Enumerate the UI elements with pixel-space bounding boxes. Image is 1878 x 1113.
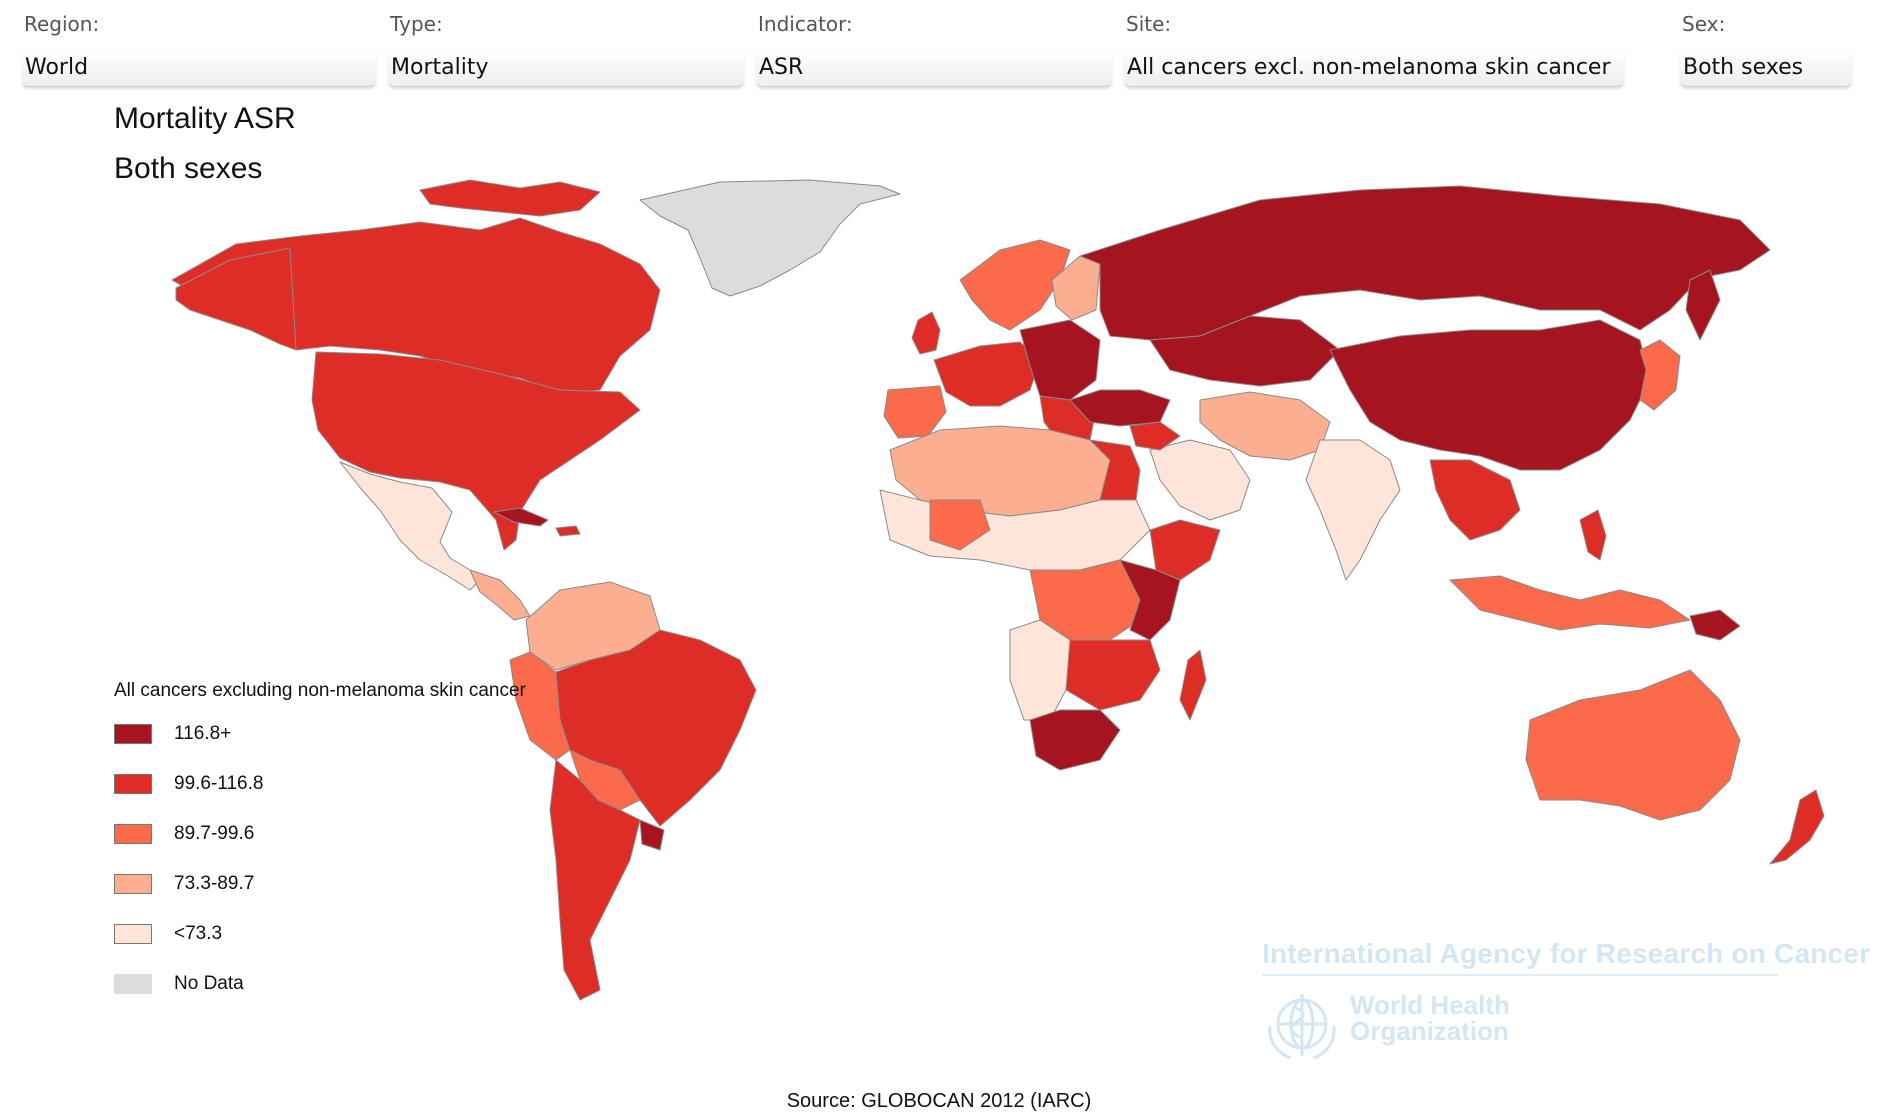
region-scandinavia[interactable] [959, 239, 1071, 331]
region-middle-east[interactable] [1149, 439, 1251, 521]
map-title: Mortality ASR [114, 102, 296, 135]
map-subtitle: Both sexes [114, 152, 263, 185]
region-argentina-chile[interactable] [549, 759, 641, 1001]
who-logo: World Health Organization [1262, 986, 1870, 1062]
legend-swatch [114, 874, 152, 894]
indicator-select[interactable]: ASR [756, 50, 1112, 87]
region-australia[interactable] [1525, 669, 1741, 821]
legend-label: No Data [174, 973, 244, 994]
filter-site-label: Site: [1126, 12, 1172, 36]
region-china-mongolia[interactable] [1329, 319, 1651, 471]
region-iberia[interactable] [883, 385, 947, 439]
filter-indicator-label: Indicator: [758, 12, 853, 36]
legend-label: <73.3 [174, 923, 223, 944]
region-usa[interactable] [311, 351, 641, 551]
filter-indicator: Indicator: ASR [756, 10, 1112, 87]
legend-swatch [114, 924, 152, 944]
region-south-africa[interactable] [1029, 709, 1121, 771]
region-arctic-islands[interactable] [419, 179, 601, 217]
region-alaska[interactable] [175, 247, 297, 351]
legend-label: 73.3-89.7 [174, 873, 255, 894]
region-central-europe[interactable] [1019, 319, 1101, 401]
legend-row[interactable]: 116.8+ [114, 723, 526, 774]
legend-row[interactable]: 99.6-116.8 [114, 773, 526, 824]
region-iran-afghanistan[interactable] [1199, 391, 1331, 461]
region-levant[interactable] [1129, 421, 1181, 451]
region-india[interactable] [1305, 439, 1401, 581]
legend-row[interactable]: 73.3-89.7 [114, 873, 526, 924]
region-philippines[interactable] [1579, 509, 1607, 561]
region-angola-namibia[interactable] [1009, 619, 1071, 721]
region-indonesia[interactable] [1449, 575, 1691, 631]
filter-sex-label: Sex: [1682, 12, 1726, 36]
filter-region: Region: World [22, 10, 376, 87]
who-emblem-icon [1268, 994, 1336, 1060]
legend-label: 99.6-116.8 [174, 773, 264, 794]
world-map[interactable] [0, 160, 1878, 1060]
filter-region-label: Region: [24, 12, 100, 36]
legend-label: 116.8+ [174, 723, 232, 744]
legend-row[interactable]: <73.3 [114, 923, 526, 974]
iarc-watermark-text: International Agency for Research on Can… [1262, 938, 1871, 969]
region-uk-ireland[interactable] [911, 311, 941, 355]
region-kamchatka[interactable] [1685, 269, 1721, 341]
legend-title: All cancers excluding non-melanoma skin … [114, 680, 526, 701]
region-madagascar[interactable] [1179, 649, 1207, 721]
legend-swatch [114, 824, 152, 844]
region-korea-japan[interactable] [1639, 339, 1681, 411]
watermark-divider [1262, 974, 1778, 976]
legend: All cancers excluding non-melanoma skin … [114, 680, 526, 1024]
sex-select[interactable]: Both sexes [1680, 50, 1852, 87]
region-uruguay[interactable] [639, 819, 665, 851]
legend-swatch [114, 974, 152, 994]
region-kazakhstan[interactable] [1149, 315, 1341, 387]
region-southern-central-africa[interactable] [1059, 639, 1161, 711]
region-greenland[interactable] [639, 179, 901, 297]
region-select[interactable]: World [22, 50, 376, 87]
region-ukraine-turkey[interactable] [1069, 389, 1171, 427]
filter-type-label: Type: [390, 12, 443, 36]
who-text: World Health Organization [1350, 992, 1510, 1044]
legend-row[interactable]: No Data [114, 973, 526, 1024]
site-select[interactable]: All cancers excl. non-melanoma skin canc… [1124, 50, 1624, 87]
iarc-who-watermark: International Agency for Research on Can… [1262, 938, 1870, 1062]
region-new-zealand[interactable] [1769, 789, 1825, 865]
filter-sex: Sex: Both sexes [1680, 10, 1852, 87]
region-horn-of-africa[interactable] [1149, 519, 1221, 581]
filter-site: Site: All cancers excl. non-melanoma ski… [1124, 10, 1624, 87]
legend-row[interactable]: 89.7-99.6 [114, 823, 526, 874]
who-line-1: World Health [1350, 990, 1510, 1020]
region-papua-new-guinea[interactable] [1689, 609, 1741, 641]
region-east-africa[interactable] [1119, 559, 1181, 641]
region-russia[interactable] [1079, 185, 1771, 341]
type-select[interactable]: Mortality [388, 50, 744, 87]
filter-bar: Region: World Type: Mortality Indicator:… [0, 0, 1878, 95]
legend-swatch [114, 774, 152, 794]
region-caribbean[interactable] [555, 525, 581, 537]
region-mali[interactable] [929, 499, 991, 551]
filter-type: Type: Mortality [388, 10, 744, 87]
legend-label: 89.7-99.6 [174, 823, 255, 844]
who-line-2: Organization [1350, 1016, 1509, 1046]
region-central-america[interactable] [469, 569, 531, 621]
region-southeast-asia[interactable] [1429, 459, 1521, 541]
region-cuba[interactable] [493, 507, 549, 527]
region-western-europe[interactable] [933, 341, 1041, 407]
legend-swatch [114, 724, 152, 744]
